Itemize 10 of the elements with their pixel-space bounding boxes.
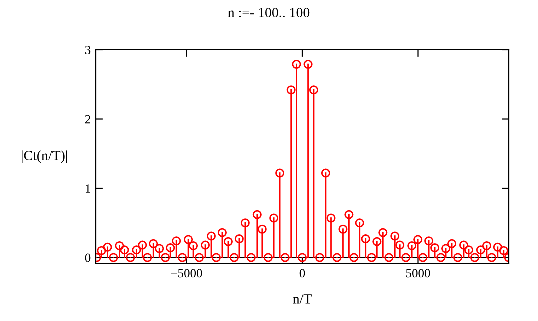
y-tick-label: 1 [86, 184, 90, 193]
y-tick-label: 3 [85, 46, 91, 54]
y-tick-label: 0 [85, 254, 91, 262]
x-tick-label: 5000 [406, 269, 430, 278]
y-axis-title: |Ct(n/T)| [22, 150, 68, 164]
chart-title: n :=- 100.. 100 [228, 8, 310, 18]
x-tick-label: 0 [300, 269, 306, 278]
x-tick-label: −5000 [171, 269, 202, 278]
y-tick-label: 2 [85, 115, 90, 124]
x-axis-title: n/T [293, 294, 312, 304]
